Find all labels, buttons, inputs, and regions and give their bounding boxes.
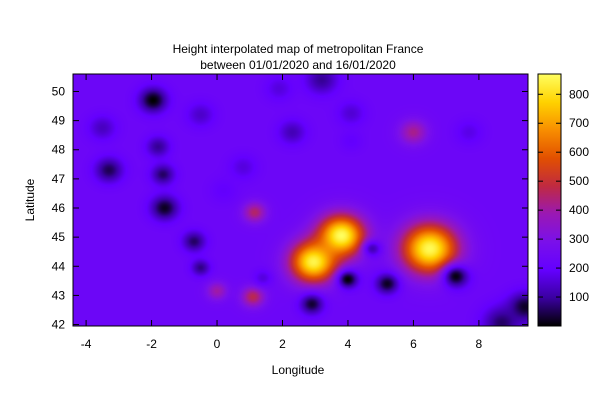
- y-tick-label: 46: [52, 201, 66, 215]
- colorbar-tick-label: 200: [569, 261, 589, 275]
- colorbar: 100 200 300 400 500 600 700 800: [537, 73, 589, 327]
- y-tick-label: 44: [52, 259, 66, 273]
- colorbar-tick-label: 500: [569, 174, 589, 188]
- x-tick-label: 0: [214, 337, 221, 351]
- y-tick-label: 50: [52, 84, 66, 98]
- y-tick-label: 43: [52, 288, 66, 302]
- colorbar-tick-label: 300: [569, 232, 589, 246]
- colorbar-tick-label: 100: [569, 290, 589, 304]
- colorbar-gradient: [537, 73, 562, 327]
- y-tick-label: 47: [52, 172, 66, 186]
- x-tick-label: -2: [146, 337, 157, 351]
- colorbar-tick-label: 600: [569, 145, 589, 159]
- colorbar-tick-label: 700: [569, 116, 589, 130]
- plot-frame: [72, 73, 529, 327]
- y-axis-ticks: 42 43 44 45 46 47 48 49 50: [52, 84, 528, 332]
- colorbar-tick-label: 400: [569, 203, 589, 217]
- y-axis-label: Latitude: [23, 178, 37, 221]
- y-tick-label: 45: [52, 230, 66, 244]
- chart-title-line-2: between 01/01/2020 and 16/01/2020: [200, 58, 396, 72]
- y-tick-label: 48: [52, 143, 66, 157]
- x-tick-label: 6: [410, 337, 417, 351]
- y-tick-label: 49: [52, 114, 66, 128]
- colorbar-tick-label: 800: [569, 87, 589, 101]
- colorbar-ticks: 100 200 300 400 500 600 700 800: [538, 87, 589, 304]
- chart-title-line-1: Height interpolated map of metropolitan …: [173, 42, 424, 56]
- x-axis-label: Longitude: [272, 363, 325, 377]
- heatmap-image: [73, 74, 528, 326]
- plot-area: [72, 73, 529, 327]
- y-tick-label: 42: [52, 318, 66, 332]
- x-tick-label: 2: [279, 337, 286, 351]
- x-tick-label: 8: [476, 337, 483, 351]
- x-tick-label: -4: [81, 337, 92, 351]
- x-tick-label: 4: [345, 337, 352, 351]
- x-axis-ticks: -4 -2 0 2 4 6 8: [81, 74, 483, 351]
